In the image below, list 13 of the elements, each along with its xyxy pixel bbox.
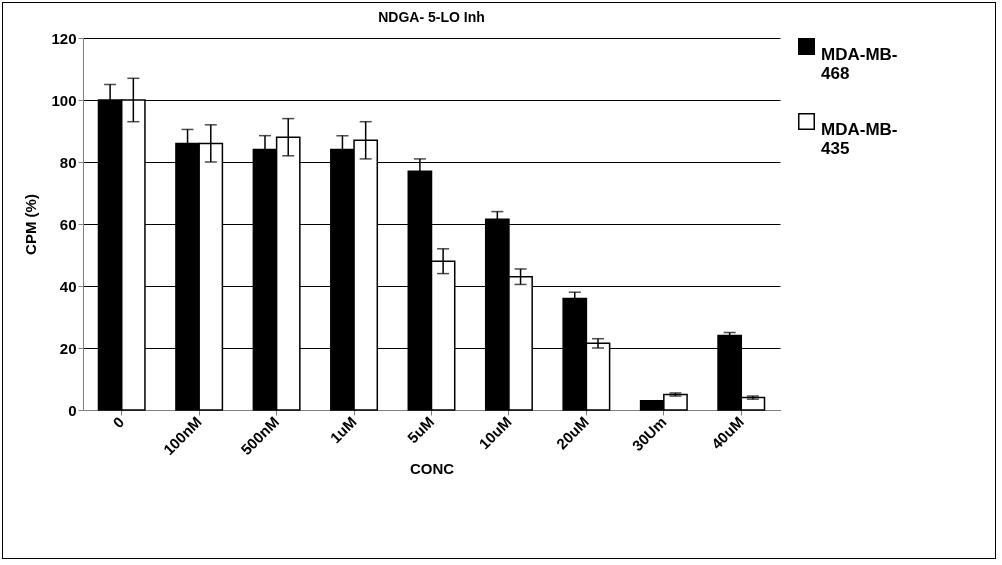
y-tick-label: 20: [59, 339, 77, 357]
y-tick-label: 120: [51, 29, 77, 47]
legend-label: MDA-MB-435: [821, 119, 898, 158]
x-axis-title: CONC: [409, 460, 455, 478]
y-tick-label: 0: [68, 401, 77, 419]
y-tick-label: 100: [51, 91, 77, 109]
chart-title: NDGA- 5-LO Inh: [378, 9, 485, 25]
y-tick-label: 60: [59, 215, 77, 233]
y-tick-label: 40: [59, 277, 77, 295]
legend-label: MDA-MB-468: [821, 44, 898, 83]
y-axis-title: CPM (%): [22, 194, 40, 255]
y-tick-label: 80: [59, 153, 77, 171]
x-tick-label: 0: [109, 413, 128, 432]
